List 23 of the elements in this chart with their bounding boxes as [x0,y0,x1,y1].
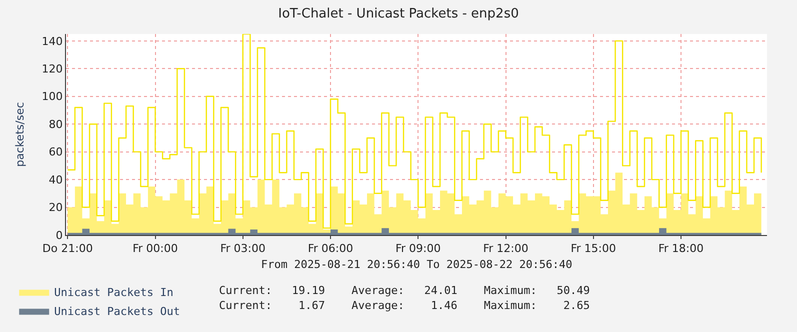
y-tick-label: 140 [42,34,63,48]
y-tick-label: 40 [48,173,63,186]
y-tick-label: 0 [56,228,63,242]
x-tick-label: Do 21:00 [42,242,93,256]
x-tick-label: Fr 15:00 [570,242,616,256]
legend-label: Unicast Packets In [54,286,174,300]
x-tick-label: Fr 12:00 [483,242,528,256]
x-tick-label: Fr 00:00 [132,242,178,256]
x-tick-label: Fr 09:00 [395,242,441,256]
text: From 2025-08-21 20:56:40 To 2025-08-22 20:56:40 [261,258,572,271]
y-tick-label: 80 [48,118,63,131]
chart-title: IoT-Chalet - Unicast Packets - enp2s0 [278,6,519,22]
y-tick-label: 100 [42,90,63,104]
y-tick-label: 20 [48,201,63,214]
y-axis-title: packets/sec [13,102,26,167]
y-tick-label: 60 [48,146,63,159]
legend-label: Unicast Packets Out [54,305,180,318]
y-tick-label: 120 [42,62,63,76]
x-tick-label: Fr 06:00 [308,242,354,256]
x-tick-label: Fr 18:00 [658,242,704,256]
text: Current: 1.67 Average: 1.46 Maximum: 2.65 [219,299,590,312]
x-tick-label: Fr 03:00 [220,242,266,256]
text: Current: 19.19 Average: 24.01 Maximum: 50.49 [219,284,590,297]
